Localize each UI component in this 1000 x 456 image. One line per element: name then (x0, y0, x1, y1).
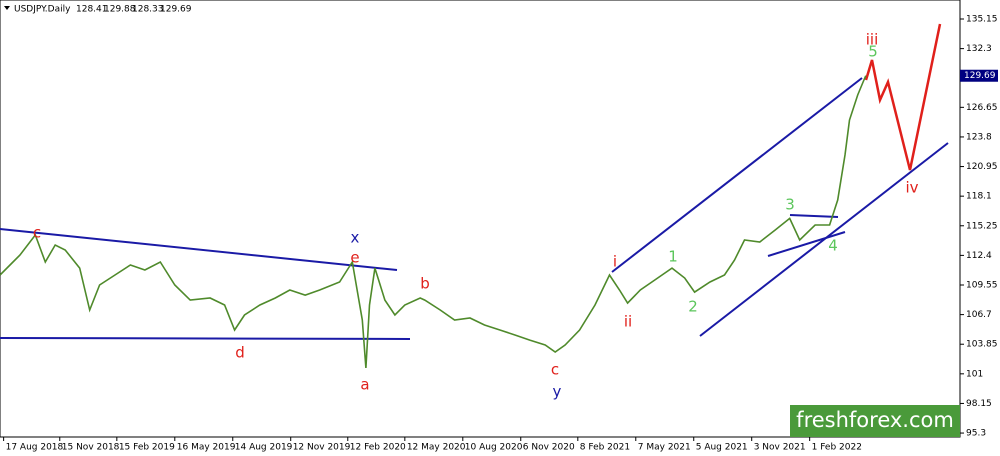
x-tick-label: 12 May 2020 (407, 443, 466, 453)
watermark: freshforex.com (790, 405, 960, 437)
trend-lines (0, 77, 949, 340)
ohlc-high: 129.88 (104, 5, 136, 15)
wave-label: 1 (668, 248, 678, 266)
x-tick-label: 1 Feb 2022 (812, 443, 862, 453)
ohlc-open: 128.41 (76, 5, 108, 15)
wave-label: 5 (868, 43, 878, 61)
header-icon (4, 6, 10, 10)
wave-label: e (350, 249, 359, 267)
wave-label: c (33, 224, 41, 242)
price-line (0, 75, 867, 369)
y-tick-label: 120.95 (966, 162, 998, 172)
triangle-top (789, 214, 839, 218)
wave-label: b (420, 275, 430, 293)
wave-label: d (235, 344, 245, 362)
wave-label: iii (866, 31, 879, 49)
forecast-path (864, 23, 942, 171)
x-tick-label: 10 Aug 2020 (465, 443, 523, 453)
x-tick-label: 16 May 2019 (177, 443, 236, 453)
y-tick-label: 98.15 (966, 399, 992, 409)
wave-label: x (351, 229, 360, 247)
y-tick-label: 95.3 (966, 429, 986, 439)
y-tick-label: 132.3 (966, 44, 992, 54)
x-tick-label: 6 Nov 2020 (523, 443, 575, 453)
wave-label: a (360, 376, 369, 394)
support-line (0, 337, 411, 340)
x-tick-label: 5 Aug 2021 (696, 443, 748, 453)
wave-label: y (553, 383, 562, 401)
wave-label: 2 (688, 298, 698, 316)
x-tick-label: 14 Aug 2019 (235, 443, 293, 453)
x-tick-label: 12 Feb 2020 (350, 443, 406, 453)
y-tick-label: 126.65 (966, 103, 998, 113)
trend-line (0, 228, 398, 271)
wave-label: c (551, 361, 559, 379)
price-label: 129.69 (964, 71, 996, 81)
plot-frame (0, 0, 961, 438)
y-tick-label: 101 (966, 369, 983, 379)
x-tick-label: 12 Nov 2019 (293, 443, 351, 453)
x-tick-label: 8 Feb 2021 (580, 443, 630, 453)
watermark-box (790, 405, 960, 437)
wave-label: 3 (785, 196, 795, 214)
ohlc-close: 129.69 (160, 5, 192, 15)
watermark-text: freshforex.com (796, 408, 954, 432)
x-tick-label: 7 May 2021 (638, 443, 691, 453)
x-tick-label: 15 Nov 2018 (62, 443, 120, 453)
x-tick-label: 3 Nov 2021 (754, 443, 806, 453)
y-tick-label: 123.8 (966, 132, 992, 142)
ohlc-low: 128.33 (132, 5, 164, 15)
y-tick-label: 106.7 (966, 310, 992, 320)
x-tick-label: 17 Aug 2018 (6, 443, 64, 453)
channel-upper (611, 77, 863, 273)
symbol: USDJPY.Daily (14, 5, 71, 15)
triangle-bottom (767, 231, 846, 257)
header: USDJPY.Daily 128.41 129.88 128.33 129.69 (4, 5, 192, 15)
y-tick-label: 135.15 (966, 15, 998, 25)
wave-label: ii (624, 313, 632, 331)
y-tick-label: 109.55 (966, 280, 998, 290)
y-tick-label: 103.85 (966, 340, 998, 350)
price-label-box (960, 69, 998, 82)
y-tick-label: 115.25 (966, 221, 998, 231)
wave-label: i (613, 253, 617, 271)
x-tick-label: 15 Feb 2019 (119, 443, 175, 453)
y-tick-label: 112.4 (966, 251, 992, 261)
wave-label: iv (905, 179, 918, 197)
wave-label: 4 (828, 237, 838, 255)
y-tick-label: 118.1 (966, 192, 992, 202)
